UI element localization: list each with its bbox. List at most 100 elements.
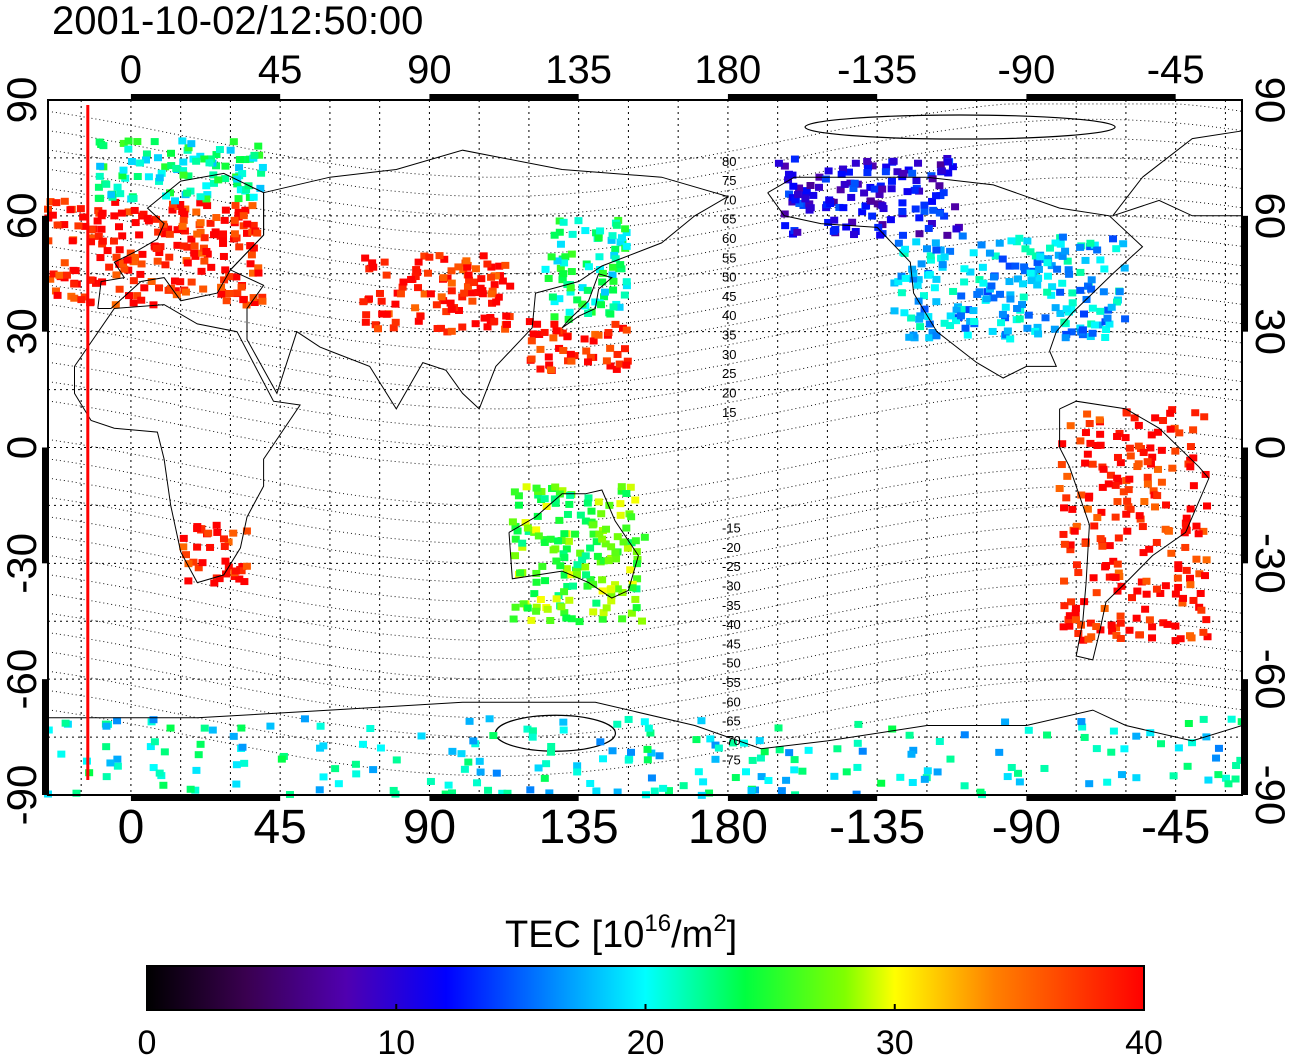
tec-cell xyxy=(471,265,480,273)
tec-cell xyxy=(868,212,877,220)
colorbar-label-end: ] xyxy=(727,914,738,956)
tec-cell xyxy=(948,163,957,171)
tec-cell xyxy=(1027,277,1036,285)
contour-ellipse-north xyxy=(804,114,1116,140)
tec-cell xyxy=(1059,623,1068,631)
tec-cell xyxy=(155,174,164,182)
tec-cell xyxy=(220,542,229,550)
tec-cell xyxy=(1060,602,1069,610)
tec-cell xyxy=(1170,424,1179,432)
tec-cell xyxy=(234,195,243,203)
tec-cell xyxy=(558,329,567,337)
tec-cell xyxy=(243,220,252,228)
tec-cell xyxy=(534,764,543,772)
tec-cell xyxy=(457,750,466,758)
tec-cell xyxy=(782,776,791,784)
tec-cell xyxy=(1034,330,1043,338)
tec-cell xyxy=(221,162,230,170)
tec-cell xyxy=(115,285,124,293)
tec-cell xyxy=(1066,422,1075,430)
tec-cell xyxy=(542,502,551,510)
tec-cell xyxy=(157,169,166,177)
tec-cell xyxy=(602,357,611,365)
tec-cell xyxy=(458,293,467,301)
tec-cell xyxy=(946,247,955,255)
tec-cell xyxy=(628,584,637,592)
tec-cell xyxy=(492,298,501,306)
tec-cell xyxy=(102,743,111,751)
tec-cell xyxy=(235,164,244,172)
tec-cell xyxy=(1036,253,1045,261)
frame-bar-bottom xyxy=(1026,795,1176,801)
tec-cell xyxy=(162,192,171,200)
tec-cell xyxy=(1183,762,1192,770)
tec-cell xyxy=(573,296,582,304)
tec-cell xyxy=(246,260,255,268)
tec-cell xyxy=(123,256,132,264)
tec-cell xyxy=(931,239,940,247)
tec-cell xyxy=(1077,491,1086,499)
tec-cell xyxy=(538,562,547,570)
tec-cell xyxy=(192,157,201,165)
tec-cell xyxy=(1192,555,1201,563)
tec-cell xyxy=(1202,616,1211,624)
tec-cell xyxy=(176,201,185,209)
tec-cell xyxy=(209,179,218,187)
tec-cell xyxy=(115,246,124,254)
tec-cell xyxy=(612,221,621,229)
tec-cell xyxy=(600,293,609,301)
tec-cell xyxy=(802,187,811,195)
tec-cell xyxy=(589,530,598,538)
tec-cell xyxy=(1055,485,1064,493)
tec-cell xyxy=(1019,280,1028,288)
tec-cell xyxy=(837,170,846,178)
tec-cell xyxy=(911,205,920,213)
tec-cell xyxy=(589,337,598,345)
tec-cell xyxy=(72,789,81,797)
tec-cell xyxy=(1081,459,1090,467)
tec-cell xyxy=(1072,561,1081,569)
tec-cell xyxy=(113,762,122,770)
tec-cell xyxy=(1023,324,1032,332)
tec-cell xyxy=(1199,527,1208,535)
tec-cell xyxy=(925,271,934,279)
tec-cell xyxy=(919,292,928,300)
tec-cell xyxy=(764,776,773,784)
tec-cell xyxy=(277,755,286,763)
tec-cell xyxy=(932,275,941,283)
tec-cell xyxy=(1014,769,1023,777)
tec-cell xyxy=(631,537,640,545)
tec-cell xyxy=(910,186,919,194)
tec-cell xyxy=(232,234,241,242)
tec-cell xyxy=(1085,780,1094,788)
tec-cell xyxy=(57,750,66,758)
tec-cell xyxy=(1090,321,1099,329)
tec-cell xyxy=(1076,437,1085,445)
tec-cell xyxy=(876,231,885,239)
tec-cell xyxy=(217,290,226,298)
tec-cell xyxy=(513,527,522,535)
tec-cell xyxy=(1056,288,1065,296)
tec-cell xyxy=(550,320,559,328)
tec-cell xyxy=(854,720,863,728)
tec-cell xyxy=(389,324,398,332)
tec-cell xyxy=(1081,256,1090,264)
tec-cell xyxy=(241,206,250,214)
tec-cell xyxy=(133,172,142,180)
tec-cell xyxy=(647,774,656,782)
tec-cell xyxy=(573,768,582,776)
tec-cell xyxy=(604,557,613,565)
tec-cell xyxy=(231,201,240,209)
tec-cell xyxy=(908,265,917,273)
tec-cell xyxy=(1081,539,1090,547)
tec-cell xyxy=(107,191,116,199)
tec-cell xyxy=(951,317,960,325)
tec-cell xyxy=(1132,774,1141,782)
tec-cell xyxy=(1021,245,1030,253)
tec-cell xyxy=(210,231,219,239)
tec-cell xyxy=(805,200,814,208)
tec-cell xyxy=(542,760,551,768)
tec-cell xyxy=(694,768,703,776)
mlat-label-south: -45 xyxy=(722,636,741,651)
